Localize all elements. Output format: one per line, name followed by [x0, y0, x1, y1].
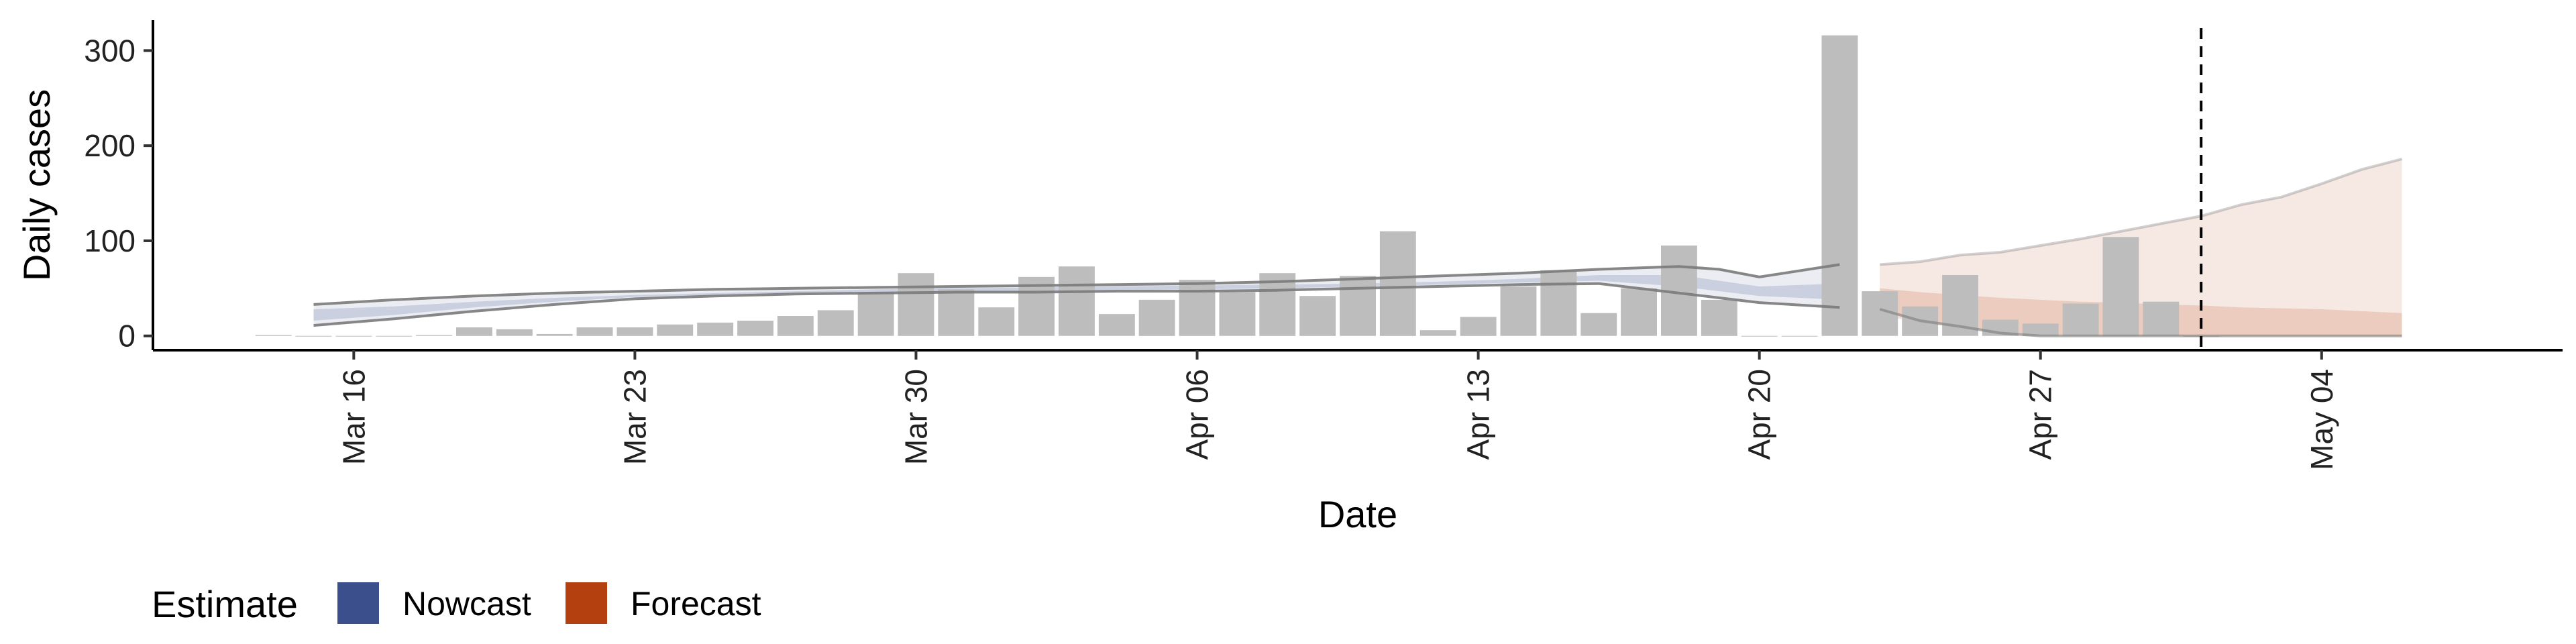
legend-swatch-nowcast [337, 582, 379, 624]
bar-2020-03-22 [576, 327, 613, 336]
bar-2020-04-20 [1741, 335, 1778, 337]
bar-2020-04-27 [2022, 323, 2059, 336]
bar-2020-04-16 [1580, 313, 1617, 336]
x-tick-label: Apr 06 [1180, 369, 1215, 460]
bar-2020-03-30 [898, 273, 934, 336]
nowcast-outer-band [313, 264, 1840, 326]
bar-2020-03-24 [657, 324, 694, 336]
bar-2020-04-04 [1098, 314, 1135, 336]
legend: Estimate Nowcast Forecast [152, 582, 761, 625]
x-tick-label: Apr 27 [2023, 369, 2058, 460]
bar-2020-04-11 [1379, 231, 1416, 336]
band-lines-layer [313, 158, 2403, 337]
legend-swatch-forecast [566, 582, 607, 624]
y-tick-label: 300 [84, 33, 136, 68]
bar-2020-04-22 [1821, 35, 1858, 336]
bar-2020-04-10 [1340, 276, 1376, 336]
bar-2020-04-17 [1621, 288, 1657, 336]
bar-2020-04-14 [1500, 286, 1537, 336]
bar-2020-03-17 [376, 335, 413, 337]
bar-2020-04-07 [1219, 292, 1256, 336]
x-tick-label: Mar 23 [617, 369, 652, 465]
bar-2020-04-21 [1781, 335, 1818, 337]
y-tick-label: 200 [84, 128, 136, 163]
nowcast-upper-line [313, 263, 1840, 306]
x-tick-label: Mar 30 [899, 369, 934, 465]
bar-2020-04-05 [1138, 299, 1175, 336]
bar-2020-03-26 [737, 321, 773, 336]
legend-label-forecast: Forecast [631, 585, 761, 623]
bar-2020-04-15 [1540, 270, 1577, 336]
bars-layer [255, 35, 2220, 337]
bar-2020-04-08 [1259, 273, 1296, 336]
y-axis-title: Daily cases [15, 89, 58, 281]
bar-2020-03-16 [335, 335, 372, 337]
y-tick-label: 0 [118, 319, 136, 354]
bar-2020-04-09 [1299, 296, 1336, 336]
bar-2020-03-28 [817, 310, 854, 336]
bar-2020-03-31 [938, 289, 975, 336]
nowcast-lower-line [313, 282, 1840, 327]
bar-2020-03-19 [456, 327, 492, 336]
bar-2020-04-30 [2143, 301, 2180, 336]
ticks-layer: 0 100 200 300 Mar 16 Mar 23 Mar 30 Apr 06 Apr 13… [84, 33, 2339, 470]
legend-label-nowcast: Nowcast [402, 585, 531, 623]
forecast-outer-band [1880, 159, 2402, 336]
bar-2020-03-15 [295, 335, 332, 337]
bar-2020-04-01 [978, 307, 1015, 336]
bar-2020-03-29 [857, 292, 894, 336]
forecast-upper-line [1880, 158, 2403, 266]
bar-2020-03-25 [697, 322, 734, 336]
bar-2020-03-21 [536, 333, 573, 336]
y-tick-label: 100 [84, 223, 136, 258]
axes [152, 20, 2563, 352]
x-tick-label: Apr 20 [1742, 369, 1777, 460]
x-axis-title: Date [1318, 493, 1397, 535]
legend-title: Estimate [152, 583, 298, 625]
bar-2020-03-23 [616, 327, 653, 336]
x-tick-label: May 04 [2304, 369, 2339, 470]
bar-2020-04-03 [1059, 266, 1095, 336]
bar-2020-04-06 [1179, 280, 1216, 336]
bar-2020-04-28 [2062, 303, 2099, 336]
x-tick-label: Mar 16 [336, 369, 371, 465]
bar-2020-04-13 [1460, 317, 1497, 336]
forecast-lower-line [1879, 308, 2402, 337]
x-tick-label: Apr 13 [1461, 369, 1496, 460]
bar-2020-04-12 [1419, 330, 1456, 336]
bar-2020-03-20 [496, 329, 533, 336]
bar-2020-04-29 [2102, 237, 2139, 336]
bar-2020-03-27 [777, 316, 814, 336]
bar-2020-04-19 [1701, 299, 1737, 336]
